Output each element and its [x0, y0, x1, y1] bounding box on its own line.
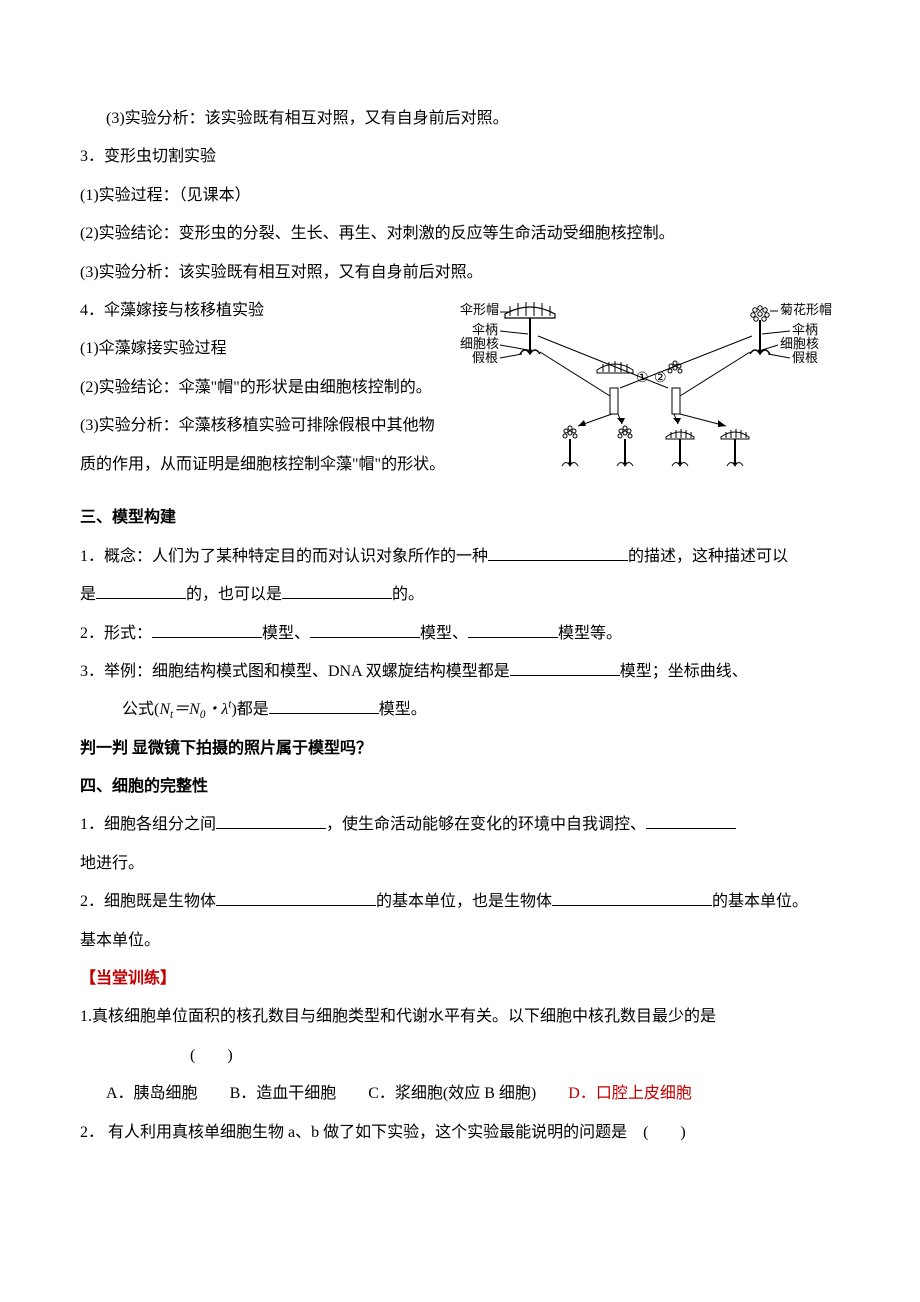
m1b-text: 的描述，这种描述可以	[628, 548, 788, 565]
label-stalk-right: 伞柄	[792, 322, 818, 337]
judge-line: 判一判 显微镜下拍摄的照片属于模型吗？	[80, 730, 840, 768]
m1a-text: 1．概念：人们为了某种特定目的而对认识对象所作的一种	[80, 548, 488, 565]
blank-m1-1	[488, 544, 628, 561]
document-page: (3)实验分析：该实验既有相互对照，又有自身前后对照。 3．变形虫切割实验 (1…	[0, 0, 920, 1212]
model-example-line1: 3．举例：细胞结构模式图和模型、DNA 双螺旋结构模型都是 模型；坐标曲线、	[80, 653, 840, 691]
blank-m1-3	[282, 582, 392, 599]
c2a-text: 2．细胞既是生物体	[80, 893, 216, 910]
label-num2: ②	[654, 371, 667, 386]
label-nucleus-right: 细胞核	[780, 336, 819, 351]
m3e-text: 模型。	[379, 701, 427, 718]
m2b-text: 模型、	[262, 625, 310, 642]
blank-c1-2	[646, 812, 736, 829]
m3b-text: 模型；坐标曲线、	[620, 663, 748, 680]
q1-opt-c: C．浆细胞(效应 B 细胞)	[368, 1075, 536, 1113]
formula: Nt＝N0・λt	[159, 701, 231, 718]
label-flower-cap: 菊花形帽	[780, 302, 832, 317]
judge-text: 判一判 显微镜下拍摄的照片属于模型吗？	[80, 740, 372, 757]
c2c-text: 的基本单位。	[712, 893, 808, 910]
c2b-text: 的基本单位，也是生物体	[376, 893, 552, 910]
cell-2-line: 2．细胞既是生物体 的基本单位，也是生物体 的基本单位。	[80, 883, 840, 921]
blank-m2-1	[152, 621, 262, 638]
label-stalk-left: 伞柄	[472, 322, 498, 337]
acetabularia-diagram: 伞形帽 伞柄 细胞核 假根	[460, 296, 840, 491]
blank-c2-2	[552, 889, 712, 906]
c1b-text: ，使生命活动能够在变化的环境中自我调控、	[326, 816, 646, 833]
training-title: 【当堂训练】	[80, 960, 840, 998]
q1-opt-a: A．胰岛细胞	[106, 1075, 198, 1113]
label-nucleus-left: 细胞核	[460, 336, 499, 351]
blank-c2-1	[216, 889, 376, 906]
m1d-text: 的，也可以是	[186, 586, 282, 603]
blank-m1-2	[96, 582, 186, 599]
model-form-line: 2．形式： 模型、 模型、 模型等。	[80, 615, 840, 653]
heading-amoeba: 3．变形虫切割实验	[80, 138, 840, 176]
q1-stem: 1.真核细胞单位面积的核孔数目与细胞类型和代谢水平有关。以下细胞中核孔数目最少的…	[80, 998, 840, 1036]
label-umbrella-cap: 伞形帽	[460, 302, 499, 317]
model-example-line2: 公式(Nt＝N0・λt)都是 模型。	[80, 691, 840, 729]
c1a-text: 1．细胞各组分之间	[80, 816, 216, 833]
q1-paren: ( )	[80, 1037, 840, 1075]
blank-m3-1	[510, 659, 620, 676]
m1e-text: 的。	[392, 586, 424, 603]
m3c-text: 公式(	[122, 701, 159, 718]
cell-2-tail: 基本单位。	[80, 922, 840, 960]
q2-stem: 2． 有人利用真核单细胞生物 a、b 做了如下实验，这个实验最能说明的问题是 (…	[80, 1114, 840, 1152]
label-rhizoid-left: 假根	[472, 350, 498, 365]
cell-1-line: 1．细胞各组分之间 ，使生命活动能够在变化的环境中自我调控、	[80, 806, 840, 844]
model-concept-line: 1．概念：人们为了某种特定目的而对认识对象所作的一种 的描述，这种描述可以	[80, 538, 840, 576]
amoeba-step3: (3)实验分析：该实验既有相互对照，又有自身前后对照。	[80, 254, 840, 292]
q1-options: A．胰岛细胞 B．造血干细胞 C．浆细胞(效应 B 细胞) D．口腔上皮细胞	[80, 1075, 840, 1113]
m2d-text: 模型等。	[558, 625, 622, 642]
para-3-analysis: (3)实验分析：该实验既有相互对照，又有自身前后对照。	[80, 100, 840, 138]
blank-c1-1	[216, 812, 326, 829]
amoeba-step1: (1)实验过程：（见课本）	[80, 177, 840, 215]
blank-m2-2	[310, 621, 420, 638]
label-rhizoid-right: 假根	[792, 350, 818, 365]
m1c-text: 是	[80, 586, 96, 603]
m2a-text: 2．形式：	[80, 625, 152, 642]
m3a-text: 3．举例：细胞结构模式图和模型、DNA 双螺旋结构模型都是	[80, 663, 510, 680]
q1-opt-b: B．造血干细胞	[230, 1075, 337, 1113]
q1-opt-d: D．口腔上皮细胞	[568, 1075, 692, 1113]
m2c-text: 模型、	[420, 625, 468, 642]
model-concept-line2: 是 的，也可以是 的。	[80, 576, 840, 614]
cell-1-line2: 地进行。	[80, 845, 840, 883]
label-num1: ①	[636, 371, 649, 386]
blank-m2-3	[468, 621, 558, 638]
blank-m3-2	[269, 697, 379, 714]
amoeba-step2: (2)实验结论：变形虫的分裂、生长、再生、对刺激的反应等生命活动受细胞核控制。	[80, 215, 840, 253]
m3d-text: )都是	[231, 701, 268, 718]
section-4-title: 四、细胞的完整性	[80, 768, 840, 806]
section-3-title: 三、模型构建	[80, 499, 840, 537]
